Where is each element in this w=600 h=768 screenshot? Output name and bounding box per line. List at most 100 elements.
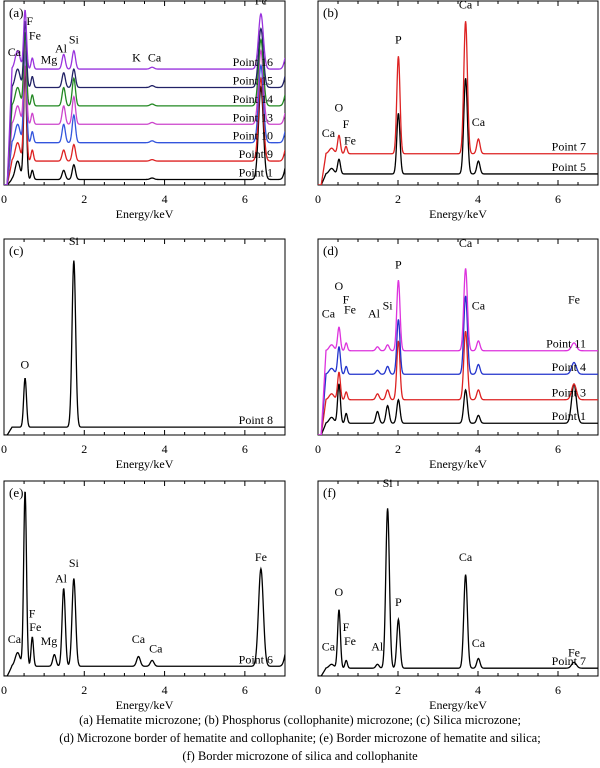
spectrum-line — [4, 32, 285, 185]
x-tick-label: 4 — [475, 192, 481, 206]
peak-label: P — [395, 595, 402, 609]
x-axis-label: Energy/keV — [429, 457, 487, 471]
series-label: Point 5 — [552, 160, 586, 174]
spectrum-line — [4, 50, 285, 185]
plot-frame — [3, 238, 286, 436]
x-tick-label: 2 — [395, 442, 401, 456]
peak-label: Mg — [41, 634, 58, 648]
x-tick-label: 6 — [555, 683, 561, 697]
peak-label: Fe — [255, 0, 267, 8]
peak-label: O — [334, 279, 343, 293]
peak-label: P — [395, 257, 402, 271]
peak-label: Si — [383, 476, 394, 490]
spectrum-line — [4, 9, 285, 185]
series-label: Point 7 — [552, 140, 586, 154]
x-tick-label: 2 — [81, 192, 87, 206]
panel-label: (d) — [323, 243, 338, 258]
peak-label: Ca — [322, 640, 336, 654]
peak-label: F — [343, 117, 350, 131]
series-label: Point 1 — [239, 165, 273, 179]
spectrum-line — [4, 491, 285, 676]
peak-label: Ca — [472, 299, 486, 313]
x-tick-label: 6 — [242, 192, 248, 206]
plot-frame — [317, 0, 599, 186]
caption-line-1: (a) Hematite microzone; (b) Phosphorus (… — [79, 713, 521, 727]
peak-label: Ca — [8, 45, 22, 59]
x-axis-label: Energy/keV — [429, 207, 487, 221]
peak-label: Si — [69, 32, 80, 46]
peak-label: Fe — [344, 134, 356, 148]
peak-label: F — [26, 14, 33, 28]
peak-label: Ca — [8, 632, 22, 646]
peak-label: Fe — [568, 646, 580, 660]
chart-panel-b: 0 2 4 6 Energy/keV (b) Point 5 Point 7 Ca OF Fe P Ca… — [315, 0, 599, 221]
peak-label: Fe — [29, 29, 41, 43]
peak-label: Ca — [472, 636, 486, 650]
x-tick-label: 0 — [1, 442, 7, 456]
peak-label: Mg — [41, 53, 58, 67]
spectrum-line — [4, 65, 285, 185]
peak-label: F — [343, 620, 350, 634]
x-tick-label: 2 — [395, 192, 401, 206]
spectrum-line — [318, 268, 598, 435]
series-label: Point 6 — [239, 652, 273, 666]
peak-label: Al — [368, 306, 381, 320]
peak-label: Ca — [132, 632, 146, 646]
plot-frame — [317, 480, 599, 677]
x-tick-label: 6 — [555, 442, 561, 456]
peak-label: Ca — [459, 550, 473, 564]
peak-label: Fe — [255, 550, 267, 564]
peak-label: Al — [55, 571, 68, 585]
series-label: Point 13 — [233, 110, 273, 124]
peak-label: O — [334, 100, 343, 114]
peak-label: O — [334, 585, 343, 599]
panel-label: (e) — [9, 485, 23, 500]
x-axis-label: Energy/keV — [116, 698, 174, 712]
spectrum-line — [318, 330, 598, 435]
spectrum-line — [4, 260, 285, 435]
spectrum-line — [4, 69, 285, 185]
peak-label: Ca — [322, 126, 336, 140]
x-tick-label: 4 — [162, 442, 168, 456]
x-tick-label: 4 — [162, 192, 168, 206]
series-label: Point 11 — [546, 337, 586, 351]
series-label: Point 1 — [552, 409, 586, 423]
chart-panel-d: 0 2 4 6 Energy/keV (d) Point 1 Point 3 Point 4 Po… — [315, 236, 599, 471]
x-tick-label: 6 — [242, 683, 248, 697]
x-axis-label: Energy/keV — [116, 457, 174, 471]
series-label: Point 15 — [233, 73, 273, 87]
peak-label: F — [343, 293, 350, 307]
series-label: Point 9 — [239, 147, 273, 161]
series-label: Point 10 — [233, 129, 273, 143]
peak-label: F — [29, 607, 36, 621]
x-tick-label: 0 — [315, 442, 321, 456]
panel-label: (b) — [323, 5, 338, 20]
x-tick-label: 4 — [475, 442, 481, 456]
peak-label: Si — [383, 299, 394, 313]
peak-label: Si — [69, 234, 80, 248]
x-tick-label: 0 — [1, 192, 7, 206]
series-label: Point 8 — [239, 413, 273, 427]
peak-label: Fe — [29, 620, 41, 634]
peak-label: Fe — [344, 634, 356, 648]
peak-label: K — [132, 51, 141, 65]
peak-label: Ca — [148, 51, 162, 65]
peak-label: P — [395, 32, 402, 46]
series-label: Point 14 — [233, 92, 273, 106]
x-tick-label: 4 — [475, 683, 481, 697]
spectrum-line — [318, 508, 598, 676]
panel-label: (f) — [323, 485, 336, 500]
x-tick-label: 2 — [395, 683, 401, 697]
series-label: Point 4 — [552, 360, 586, 374]
x-tick-label: 2 — [81, 442, 87, 456]
chart-panel-c: 0 2 4 6 Energy/keV (c) Point 8 O Si — [1, 234, 286, 471]
x-tick-label: 0 — [1, 683, 7, 697]
series-label: Point 16 — [233, 55, 273, 69]
x-tick-label: 4 — [162, 683, 168, 697]
peak-label: Ca — [459, 236, 473, 250]
peak-label: Fe — [344, 302, 356, 316]
x-axis-label: Energy/keV — [429, 698, 487, 712]
